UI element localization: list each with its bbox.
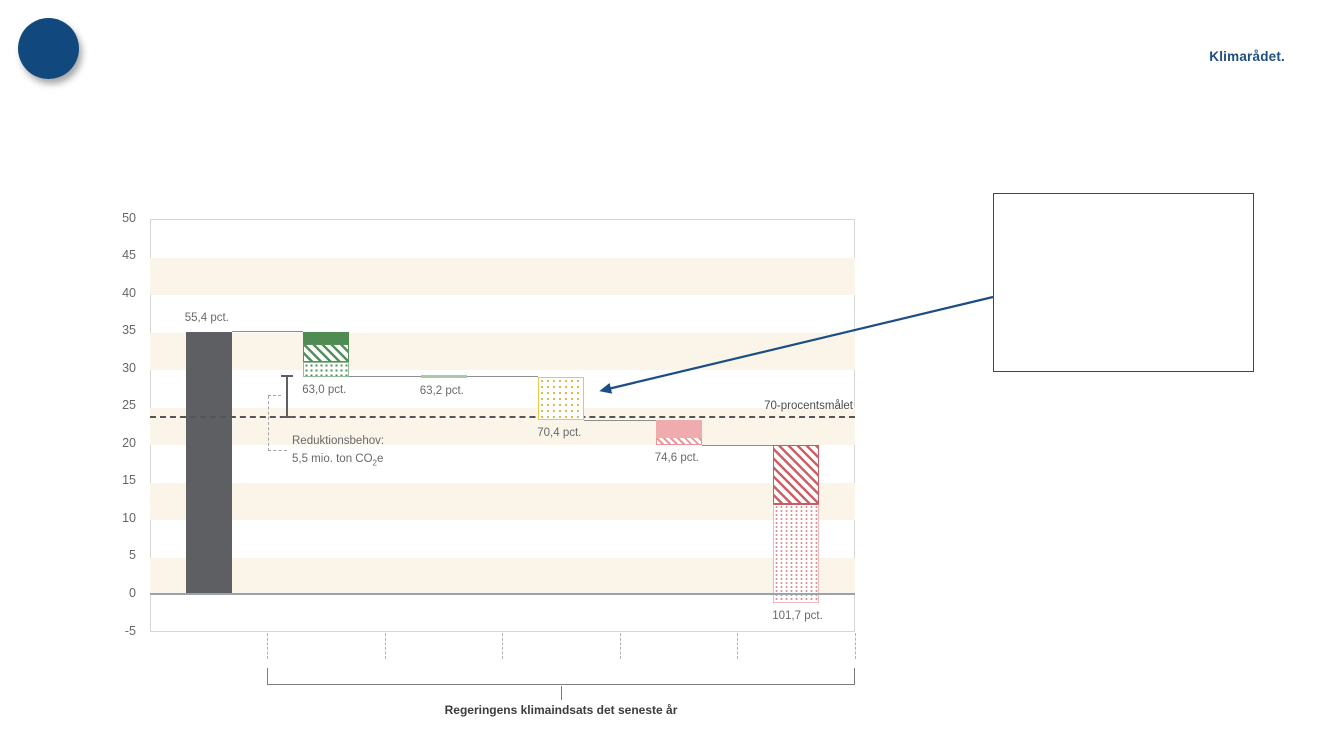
x-bracket-left-end: [267, 668, 268, 685]
bar-value-label: 63,2 pct.: [419, 385, 464, 398]
reduction-callout-dash-vertical: [268, 396, 269, 451]
y-axis-tick-label: 40: [122, 285, 136, 300]
target-line-label: 70-procentsmålet: [764, 400, 853, 412]
y-axis-tick-label: 30: [122, 360, 136, 375]
y-axis-tick-label: 10: [122, 510, 136, 525]
bar-value-label: 70,4 pct.: [537, 427, 582, 440]
grid-band: [150, 557, 855, 596]
bar-segment-hatch-red: [773, 445, 820, 505]
bar-segment-dots-yellow: [538, 377, 585, 421]
grid-band: [150, 482, 855, 521]
x-bracket-right-end: [853, 668, 855, 685]
bar-segment-dots-red: [773, 504, 820, 604]
x-bracket-label: Regeringens klimaindsats det seneste år: [444, 703, 678, 717]
logo-circle-icon: [18, 18, 79, 79]
y-axis-tick-label: 25: [122, 398, 136, 413]
target-line: [150, 416, 855, 418]
bar-value-label: 101,7 pct.: [772, 610, 823, 623]
bar-segment-solid-pink: [655, 420, 702, 438]
y-axis-tick-label: 20: [122, 435, 136, 450]
x-axis-tick: [502, 633, 503, 659]
grid-band: [150, 257, 855, 296]
x-axis-tick: [737, 633, 738, 659]
y-axis-tick-label: 0: [129, 585, 136, 600]
connector-line: [231, 331, 304, 333]
x-axis-tick: [619, 633, 621, 659]
bar-segment-solid-lightgreen: [420, 375, 467, 379]
connector-line: [701, 444, 774, 446]
callout-box: [993, 193, 1254, 372]
reduction-annotation-line1: Reduktionsbehov:: [292, 435, 385, 447]
y-axis-tick-label: 50: [122, 210, 136, 225]
grid-band: [150, 332, 855, 371]
x-bracket-center-tick: [560, 686, 562, 700]
y-axis-tick-label: -5: [124, 623, 136, 638]
reduction-callout-dash-bottom: [268, 450, 287, 451]
bar-value-label: 63,0 pct.: [302, 383, 347, 396]
x-axis-tick: [384, 633, 386, 659]
x-axis-tick: [267, 633, 268, 659]
bar-segment-solid-green: [303, 331, 350, 344]
zero-line: [150, 593, 855, 595]
y-axis-tick-label: 45: [122, 248, 136, 263]
bar-segment-hatch-green: [303, 343, 350, 363]
reduction-whisker-cap-top: [281, 375, 293, 377]
bar-segment-hatch-pink: [655, 437, 702, 445]
reduction-annotation: Reduktionsbehov: 5,5 mio. ton CO2e: [292, 433, 384, 471]
bar-segment-dots-green: [303, 362, 350, 377]
reduction-whisker-line: [286, 377, 288, 418]
bar-value-label: 74,6 pct.: [654, 452, 699, 465]
x-bracket-line: [267, 684, 855, 685]
y-axis-tick-label: 15: [122, 473, 136, 488]
x-axis-tick: [854, 633, 856, 659]
bar-segment-solid-gray: [185, 331, 232, 595]
y-axis-tick-label: 35: [122, 323, 136, 338]
reduction-callout-dash-top: [268, 395, 281, 396]
bar-value-label: 55,4 pct.: [184, 311, 229, 324]
plot-area: [150, 219, 855, 632]
connector-line: [584, 419, 656, 421]
reduction-annotation-line2: 5,5 mio. ton CO2e: [292, 452, 384, 467]
y-axis-tick-label: 5: [129, 548, 136, 563]
reduction-whisker-cap-bottom: [281, 416, 293, 418]
grid-band: [150, 407, 855, 446]
brand-wordmark: Klimarådet.: [1209, 49, 1285, 64]
